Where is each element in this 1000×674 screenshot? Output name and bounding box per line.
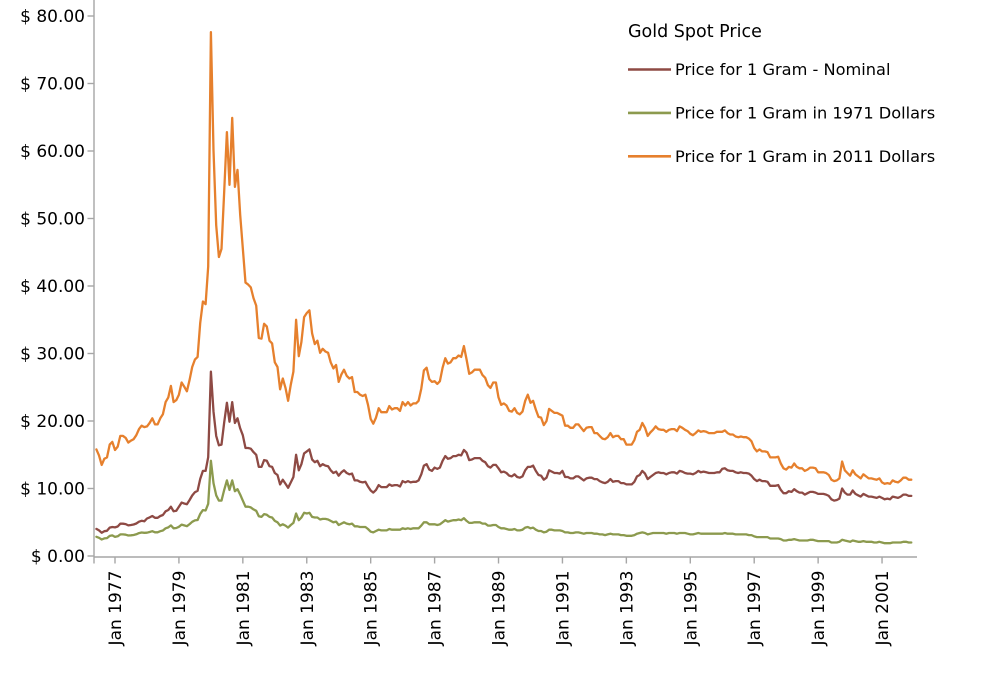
- x-tick-label: Jan 1979: [170, 571, 190, 647]
- y-tick-label: $ 10.00: [20, 480, 85, 500]
- y-tick-label: $ 0.00: [31, 547, 85, 567]
- x-tick-label: Jan 1987: [426, 571, 446, 647]
- legend: Gold Spot Price Price for 1 Gram - Nomin…: [628, 22, 935, 166]
- x-tick-label: Jan 1995: [681, 571, 701, 647]
- x-tick-label: Jan 1989: [490, 571, 510, 647]
- x-tick-label: Jan 1999: [809, 571, 829, 647]
- series-line: [95, 31, 913, 485]
- x-tick-label: Jan 1997: [745, 571, 765, 647]
- legend-label: Price for 1 Gram in 1971 Dollars: [675, 103, 935, 122]
- series-line: [95, 370, 913, 534]
- x-tick-label: Jan 1993: [617, 571, 637, 647]
- x-tick-label: Jan 1981: [234, 571, 254, 647]
- x-tick-label: Jan 1991: [553, 571, 573, 647]
- y-tick-label: $ 20.00: [20, 412, 85, 432]
- y-tick-label: $ 30.00: [20, 345, 85, 365]
- series-line: [95, 459, 913, 545]
- y-tick-label: $ 40.00: [20, 277, 85, 297]
- y-tick-label: $ 70.00: [20, 75, 85, 95]
- x-tick-label: Jan 1983: [298, 571, 318, 647]
- y-tick-label: $ 80.00: [20, 7, 85, 27]
- x-tick-label: Jan 1985: [362, 571, 382, 647]
- axes: $ 0.00 $ 10.00 $ 20.00 $ 30.00 $ 40.00 $ 50.0…: [20, 0, 917, 646]
- y-tick-label: $ 60.00: [20, 142, 85, 162]
- legend-label: Price for 1 Gram - Nominal: [675, 60, 890, 79]
- chart-title: Gold Spot Price: [628, 22, 762, 42]
- x-tick-label: Jan 1977: [106, 571, 126, 647]
- y-tick-label: $ 50.00: [20, 210, 85, 230]
- series-lines: [95, 31, 913, 545]
- x-tick-label: Jan 2001: [873, 571, 893, 647]
- legend-label: Price for 1 Gram in 2011 Dollars: [675, 147, 935, 166]
